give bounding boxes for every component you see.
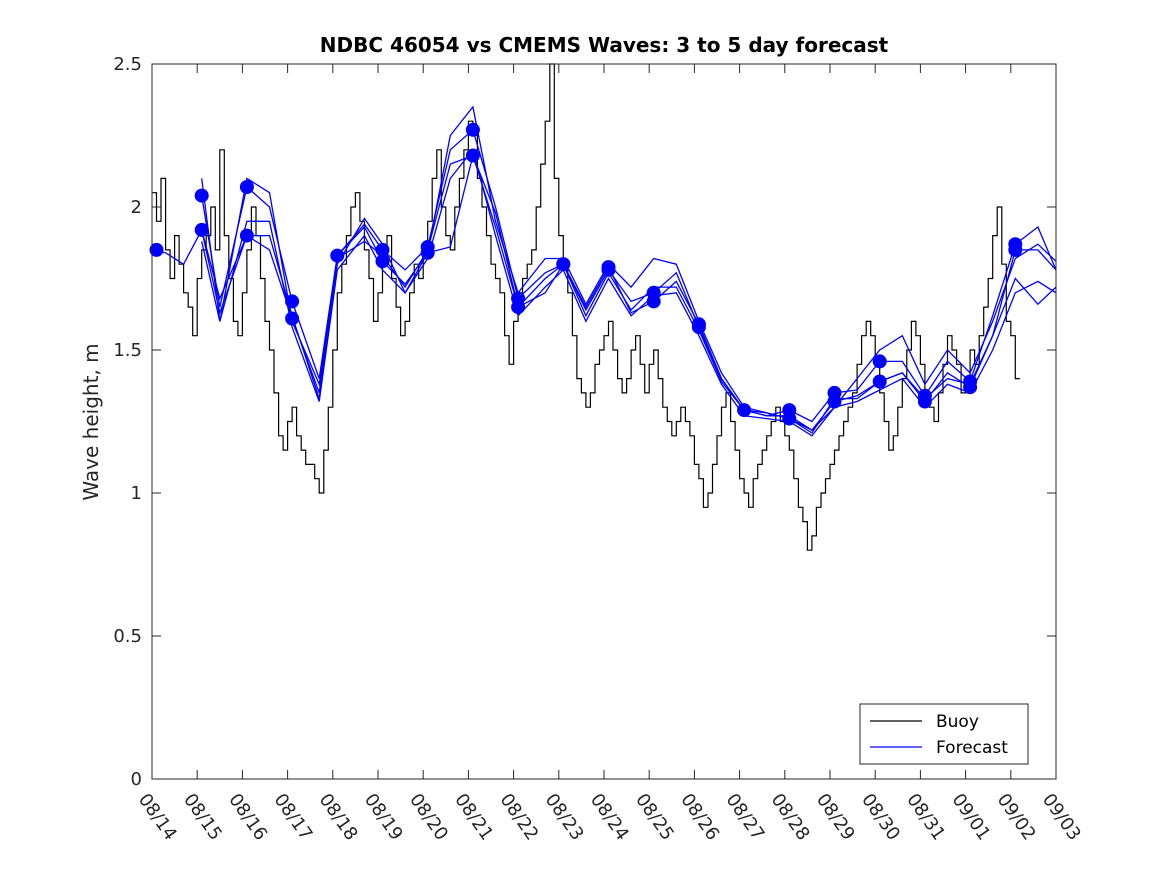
forecast-marker (239, 228, 254, 243)
forecast-marker (285, 311, 300, 326)
forecast-marker (465, 148, 480, 163)
y-tick-label: 1 (131, 483, 142, 504)
legend-label-buoy: Buoy (936, 712, 979, 732)
forecast-series-line-2 (201, 128, 1057, 423)
legend-box (859, 703, 1029, 765)
legend: Buoy Forecast (859, 703, 1029, 765)
forecast-marker (556, 257, 571, 272)
chart-title: NDBC 46054 vs CMEMS Waves: 3 to 5 day fo… (320, 33, 889, 57)
forecast-marker (465, 122, 480, 137)
forecast-marker (194, 222, 209, 237)
plot-area (149, 63, 1057, 551)
forecast-marker (239, 180, 254, 194)
forecast-marker (420, 245, 435, 260)
forecast-marker (827, 394, 842, 409)
forecast-marker (511, 300, 526, 315)
forecast-marker (963, 380, 978, 395)
forecast-marker (737, 403, 752, 418)
forecast-marker (149, 242, 164, 257)
forecast-series-line-5 (201, 154, 1057, 431)
y-tick-label: 0 (131, 769, 142, 790)
legend-label-forecast: Forecast (936, 738, 1008, 758)
forecast-series-line-4 (201, 148, 1057, 437)
forecast-marker (194, 188, 209, 203)
y-tick-label: 0.5 (113, 626, 142, 647)
forecast-marker (917, 394, 932, 409)
forecast-marker (1008, 242, 1023, 257)
forecast-marker (601, 262, 616, 277)
forecast-marker (872, 354, 887, 369)
y-axis-label: Wave height, m (79, 343, 103, 500)
forecast-marker (691, 320, 706, 335)
forecast-marker (375, 254, 390, 269)
forecast-marker (782, 411, 797, 426)
buoy-series-line (152, 63, 1020, 551)
y-tick-label: 2.5 (113, 54, 142, 75)
forecast-marker (646, 294, 661, 309)
forecast-marker (330, 248, 345, 263)
forecast-marker (872, 374, 887, 389)
y-tick-label: 2 (131, 197, 142, 218)
forecast-marker (285, 294, 300, 309)
y-tick-label: 1.5 (113, 340, 142, 361)
forecast-series-line-3 (201, 105, 1057, 431)
